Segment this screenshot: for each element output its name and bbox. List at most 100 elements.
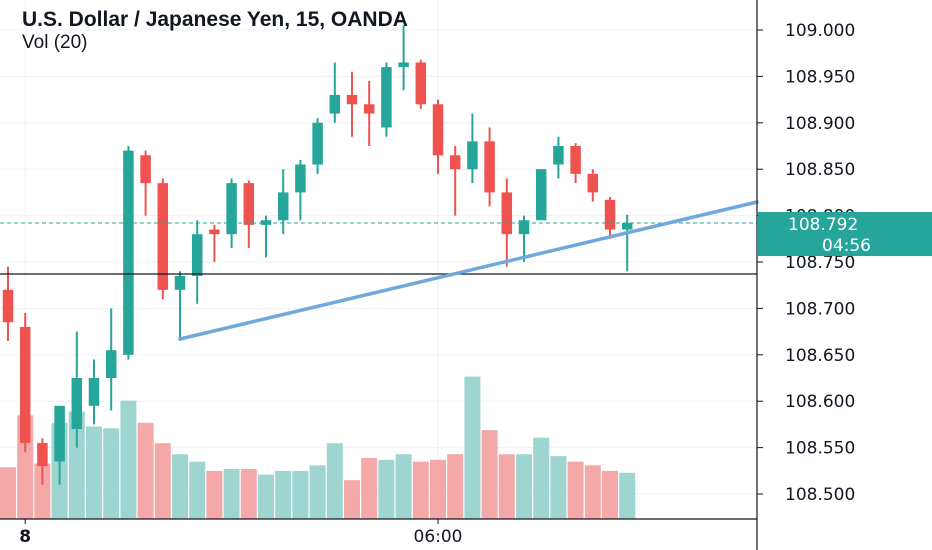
candle-body: [2, 289, 14, 323]
candle-body: [570, 146, 581, 174]
candle-down: [19, 313, 31, 453]
candle-body: [363, 104, 375, 114]
candle-down: [570, 143, 581, 184]
candle-down: [2, 266, 14, 341]
candle-body: [587, 173, 599, 193]
volume-bar: [481, 430, 498, 519]
candle-body: [174, 275, 186, 290]
candle-down: [209, 224, 220, 262]
volume-bar: [430, 459, 446, 519]
candle-up: [398, 25, 409, 91]
overlays: [0, 200, 759, 341]
price-tick-label: 108.750: [785, 253, 855, 273]
volume-bar: [275, 470, 292, 519]
candle-down: [604, 197, 616, 239]
candle-body: [105, 350, 117, 378]
candle-down: [37, 438, 48, 485]
candle-up: [88, 359, 100, 425]
volume-bar: [584, 465, 601, 519]
candle-body: [123, 150, 134, 355]
volume-bar: [498, 454, 515, 519]
candle-up: [277, 169, 289, 235]
candle-body: [381, 67, 392, 128]
time-tick-label: 06:00: [414, 527, 463, 547]
candle-body: [295, 164, 306, 193]
volume-bar: [86, 426, 102, 519]
volume-bar: [34, 463, 51, 519]
candle-up: [518, 215, 530, 262]
price-tick-label: 108.700: [785, 299, 855, 319]
candle-body: [329, 94, 341, 114]
candle-body: [346, 94, 358, 105]
candle-up: [226, 178, 237, 249]
candle-body: [484, 141, 495, 193]
countdown-tag: 04:56: [758, 235, 932, 256]
candle-body: [71, 378, 83, 430]
volume-bar: [292, 470, 309, 519]
volume-bar: [189, 461, 206, 519]
last-price-label: 108.792: [788, 215, 858, 235]
price-tick-label: 108.500: [785, 485, 855, 505]
volume-bar: [567, 461, 584, 519]
candle-body: [277, 192, 289, 221]
candles: [2, 25, 633, 485]
volume-legend: Vol (20): [22, 32, 87, 53]
candle-body: [467, 141, 478, 170]
candle-down: [484, 127, 495, 207]
price-tick-label: 108.650: [785, 346, 855, 366]
volume-bar: [464, 376, 481, 519]
candle-down: [157, 178, 169, 300]
candle-down: [243, 180, 255, 249]
volume-bar: [309, 465, 326, 519]
candle-down: [140, 150, 151, 216]
volume-bar: [258, 474, 274, 519]
candle-up: [535, 169, 547, 221]
volume-bar: [378, 459, 395, 519]
volume-bars: [0, 376, 636, 519]
candle-body: [88, 378, 100, 406]
volume-bar: [619, 472, 636, 519]
candle-down: [587, 169, 599, 202]
candle-up: [329, 62, 341, 123]
chart-title: U.S. Dollar / Japanese Yen, 15, OANDA: [22, 8, 408, 31]
candle-body: [191, 234, 203, 276]
candle-body: [312, 122, 323, 165]
candle-body: [449, 155, 461, 170]
candle-up: [553, 136, 564, 179]
volume-bar: [137, 422, 154, 519]
candle-up: [123, 146, 134, 360]
volume-bar: [395, 454, 412, 519]
candle-body: [19, 326, 31, 443]
volume-bar: [120, 400, 137, 519]
candle-up: [260, 215, 272, 258]
price-tick-label: 108.900: [785, 114, 855, 134]
candle-down: [449, 146, 461, 216]
volume-bar: [103, 428, 120, 519]
candle-up: [467, 113, 478, 184]
candle-up: [312, 118, 323, 174]
candle-body: [501, 192, 513, 235]
candle-body: [243, 183, 255, 225]
price-tick-label: 109.000: [785, 21, 855, 41]
candle-up: [105, 308, 117, 411]
volume-bar: [412, 461, 429, 519]
candle-body: [54, 405, 65, 462]
candle-body: [432, 104, 444, 156]
candle-up: [295, 159, 306, 221]
candle-body: [209, 229, 220, 235]
candle-down: [346, 71, 358, 137]
volume-bar: [326, 443, 343, 519]
volume-bar: [516, 454, 532, 519]
volume-bar: [172, 454, 188, 519]
price-tick-label: 108.950: [785, 67, 855, 87]
time-tick-label: 8: [19, 527, 31, 547]
volume-bar: [602, 470, 618, 519]
candle-body: [140, 155, 151, 184]
candle-down: [432, 99, 444, 174]
volume-bar: [447, 454, 464, 519]
candle-up: [174, 271, 186, 341]
volume-bar: [0, 467, 16, 519]
volume-bar: [533, 437, 550, 519]
